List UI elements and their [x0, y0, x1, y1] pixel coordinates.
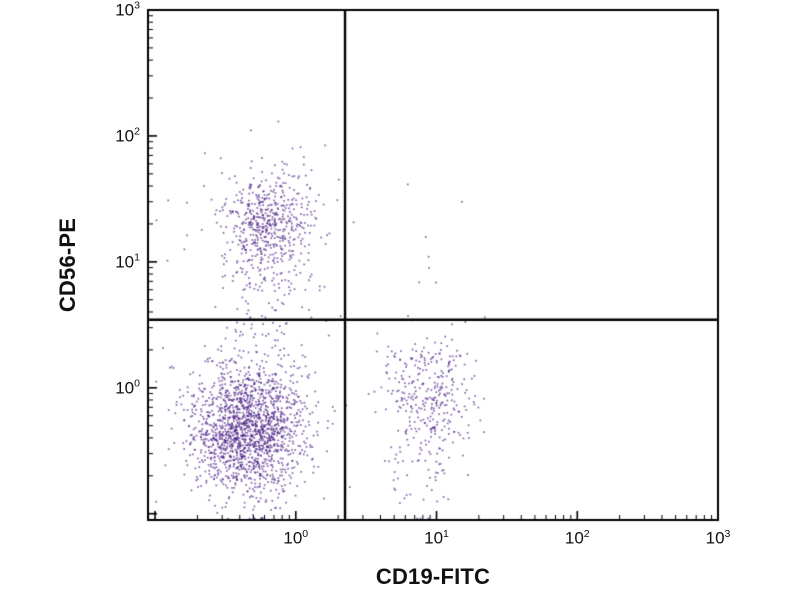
x-tick-label: 103	[705, 528, 731, 548]
y-axis-title: CD56-PE	[55, 217, 80, 313]
x-tick-label: 101	[424, 528, 449, 548]
y-tick-label: 101	[115, 251, 140, 272]
x-tick-label: 102	[564, 528, 590, 548]
x-axis-title: CD19-FITC	[375, 564, 491, 589]
y-tick-label: 100	[115, 377, 140, 398]
x-tick-label: 100	[283, 528, 309, 548]
y-tick-label: 102	[115, 125, 140, 146]
y-tick-label: 103	[115, 0, 140, 20]
